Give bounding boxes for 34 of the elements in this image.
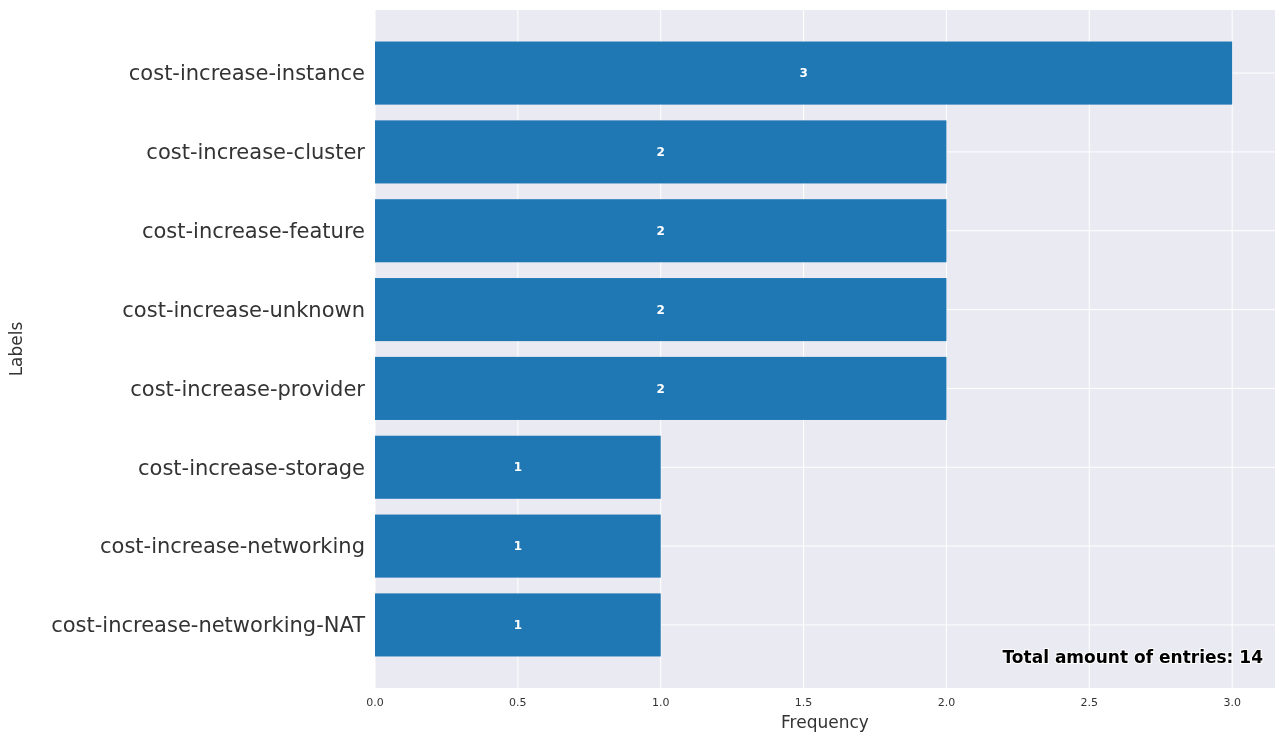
- bar: [375, 199, 947, 263]
- y-tick-label: cost-increase-unknown: [122, 297, 365, 322]
- x-tick-label: 2.0: [937, 696, 956, 709]
- x-tick-label: 1.5: [794, 696, 813, 709]
- data-label: 2: [656, 381, 665, 396]
- y-tick-label: cost-increase-networking-NAT: [51, 613, 366, 638]
- x-tick-label: 0.0: [366, 696, 384, 709]
- bar: [375, 41, 1233, 105]
- y-tick-label: cost-increase-provider: [130, 376, 366, 401]
- data-label: 2: [656, 223, 665, 238]
- y-tick-label: cost-increase-networking: [100, 534, 365, 559]
- data-label: 1: [513, 460, 523, 475]
- data-label: 1: [513, 618, 523, 633]
- annotation: Total amount of entries: 14: [1002, 647, 1264, 667]
- x-tick-label: 1.0: [651, 696, 670, 709]
- bar: [375, 435, 661, 499]
- y-tick-label: cost-increase-cluster: [146, 140, 366, 165]
- data-label: 1: [513, 539, 523, 554]
- x-tick-label: 2.5: [1080, 696, 1099, 709]
- bar: [375, 120, 947, 184]
- data-label: 2: [656, 145, 665, 160]
- data-label: 2: [656, 302, 665, 317]
- bar: [375, 278, 947, 342]
- bar: [375, 356, 947, 420]
- bar: [375, 514, 661, 578]
- y-tick-label: cost-increase-instance: [128, 61, 365, 86]
- bar: [375, 593, 661, 657]
- x-tick-label: 3.0: [1223, 696, 1241, 709]
- y-tick-label: cost-increase-feature: [141, 219, 365, 244]
- y-tick-label: cost-increase-storage: [137, 455, 365, 480]
- data-label: 3: [799, 66, 808, 81]
- x-tick-label: 0.5: [509, 696, 527, 709]
- y-axis-title: Labels: [6, 321, 26, 377]
- x-axis-title: Frequency: [781, 712, 869, 732]
